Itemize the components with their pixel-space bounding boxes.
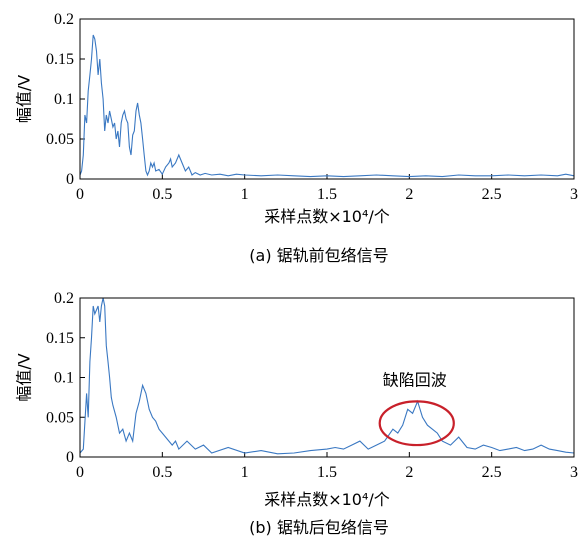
x-tick-label: 3 bbox=[570, 186, 578, 203]
x-tick-label: 0 bbox=[76, 464, 84, 481]
x-tick-label: 3 bbox=[570, 464, 578, 481]
y-tick-label: 0.15 bbox=[46, 330, 74, 347]
x-ticks-b: 0 0.5 1 1.5 2 2.5 3 bbox=[76, 452, 578, 481]
x-tick-label: 1 bbox=[241, 464, 249, 481]
x-tick-label: 2 bbox=[405, 464, 413, 481]
chart-panel-b: 0 0.5 1 1.5 2 2.5 3 0 0.05 0.1 0.15 0.2 缺陷回波 采样点数×… bbox=[15, 290, 578, 537]
x-tick-label: 1 bbox=[241, 186, 249, 203]
x-tick-label: 1.5 bbox=[317, 186, 337, 203]
y-tick-label: 0.1 bbox=[54, 370, 74, 387]
y-tick-label: 0 bbox=[66, 449, 74, 466]
envelope-line-a bbox=[79, 34, 575, 178]
y-axis-label-b: 幅值/V bbox=[15, 353, 34, 401]
x-tick-label: 2 bbox=[405, 186, 413, 203]
y-tick-label: 0.2 bbox=[54, 290, 74, 307]
envelope-line-b bbox=[79, 297, 575, 455]
x-tick-label: 2.5 bbox=[482, 186, 502, 203]
y-tick-label: 0.2 bbox=[54, 11, 74, 28]
y-tick-label: 0.05 bbox=[46, 409, 74, 426]
x-tick-label: 0.5 bbox=[152, 186, 172, 203]
x-tick-label: 2.5 bbox=[482, 464, 502, 481]
plot-frame-a bbox=[79, 18, 575, 180]
caption-b: (b) 锯轨后包络信号 bbox=[249, 518, 389, 537]
defect-echo-label: 缺陷回波 bbox=[383, 370, 447, 389]
x-tick-label: 0.5 bbox=[152, 464, 172, 481]
defect-echo-circle bbox=[378, 400, 455, 447]
x-axis-label-b: 采样点数×10⁴/个 bbox=[264, 490, 390, 509]
y-tick-label: 0 bbox=[66, 171, 74, 188]
y-ticks-a: 0 0.05 0.1 0.15 0.2 bbox=[46, 11, 85, 188]
y-tick-label: 0.1 bbox=[54, 91, 74, 108]
x-tick-label: 1.5 bbox=[317, 464, 337, 481]
plot-frame-b bbox=[79, 297, 575, 458]
x-tick-label: 0 bbox=[76, 186, 84, 203]
caption-a: (a) 锯轨前包络信号 bbox=[249, 246, 388, 265]
x-ticks-a: 0 0.5 1 1.5 2 2.5 3 bbox=[76, 174, 578, 203]
chart-panel-a: 0 0.5 1 1.5 2 2.5 3 0 0.05 0.1 0.15 0.2 采样点数×10⁴/个… bbox=[15, 11, 578, 265]
x-axis-label-a: 采样点数×10⁴/个 bbox=[264, 207, 390, 226]
y-ticks-b: 0 0.05 0.1 0.15 0.2 bbox=[46, 290, 85, 466]
y-tick-label: 0.15 bbox=[46, 51, 74, 68]
y-tick-label: 0.05 bbox=[46, 131, 74, 148]
y-axis-label-a: 幅值/V bbox=[15, 75, 34, 123]
